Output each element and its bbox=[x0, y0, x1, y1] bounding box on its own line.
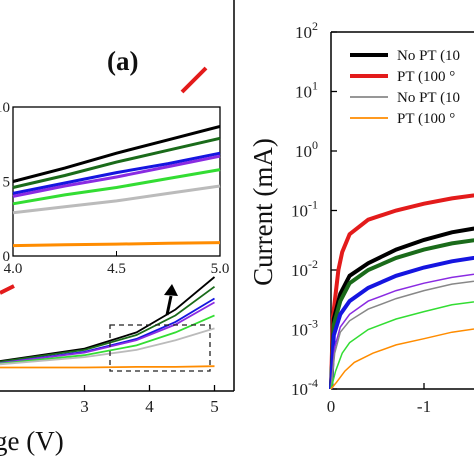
right-y-tick-label: 10-2 bbox=[291, 257, 318, 280]
left-plot: (a) 3 4 5 ge (V) bbox=[0, 0, 235, 456]
left-x-ticks: 3 4 5 bbox=[80, 385, 219, 416]
right-series-line bbox=[329, 255, 474, 390]
right-series-line bbox=[330, 301, 474, 390]
right-series-line bbox=[329, 193, 474, 390]
inset-series-line bbox=[12, 154, 221, 198]
right-series-line bbox=[330, 273, 474, 390]
left-series-group bbox=[0, 276, 216, 369]
right-series-group bbox=[329, 193, 474, 390]
right-x-tick-label: -1 bbox=[417, 397, 431, 416]
left-series-line bbox=[0, 285, 216, 363]
inset-y-tick-label: 5 bbox=[3, 175, 11, 191]
right-y-tick-label: 101 bbox=[295, 79, 318, 102]
inset-series-line bbox=[12, 151, 221, 195]
legend-label: PT (100 ° bbox=[397, 111, 455, 127]
right-plot: Current (mA) 102 101 100 10-1 10-2 10-3 10-4 0… bbox=[248, 19, 474, 416]
right-series-line bbox=[330, 280, 474, 390]
inset-x-tick-label: 4.5 bbox=[107, 261, 126, 277]
left-x-tick-label: 5 bbox=[210, 397, 219, 416]
zoom-arrow-head bbox=[164, 284, 178, 296]
right-y-tick-label: 10-3 bbox=[291, 317, 318, 340]
red-slash-left bbox=[0, 284, 15, 295]
legend-label: No PT (10 bbox=[397, 90, 460, 106]
red-slash-top bbox=[180, 66, 208, 94]
zoom-box bbox=[109, 324, 211, 372]
inset-series-line bbox=[12, 168, 221, 206]
left-series-line bbox=[0, 301, 215, 364]
inset-frame bbox=[12, 106, 221, 257]
inset-series-line bbox=[12, 124, 221, 183]
left-x-tick-label: 4 bbox=[145, 397, 154, 416]
legend: No PT (10 PT (100 ° No PT (10 PT (100 ° bbox=[350, 48, 460, 127]
inset-series-line bbox=[12, 184, 221, 215]
right-x-ticks: 0 -1 bbox=[327, 383, 431, 416]
left-series-line bbox=[0, 276, 216, 362]
right-y-axis-label: Current (mA) bbox=[248, 138, 278, 286]
inset-x-tick-label: 4.0 bbox=[4, 261, 23, 277]
right-series-line bbox=[329, 238, 474, 390]
legend-label: PT (100 ° bbox=[397, 69, 455, 85]
left-series-line bbox=[0, 314, 215, 365]
inset-ticks: 4.0 4.5 5.0 0 5 10 bbox=[0, 100, 229, 277]
left-series-line bbox=[0, 365, 215, 369]
legend-label: No PT (10 bbox=[397, 48, 460, 64]
right-y-tick-label: 10-1 bbox=[291, 198, 318, 221]
right-x-tick-label: 0 bbox=[327, 397, 336, 416]
right-y-tick-label: 102 bbox=[295, 19, 318, 42]
left-series-line bbox=[0, 327, 215, 366]
inset-series-line bbox=[12, 136, 221, 189]
inset-y-tick-label: 10 bbox=[0, 100, 10, 116]
left-x-axis-label: ge (V) bbox=[0, 426, 64, 456]
inset-series-line bbox=[12, 241, 221, 248]
panel-label: (a) bbox=[107, 46, 138, 76]
inset-x-tick-label: 5.0 bbox=[211, 261, 230, 277]
right-y-tick-label: 100 bbox=[295, 138, 318, 161]
right-y-tick-label: 10-4 bbox=[291, 376, 318, 399]
left-x-tick-label: 3 bbox=[80, 397, 89, 416]
right-series-line bbox=[330, 328, 474, 390]
right-y-ticks: 102 101 100 10-1 10-2 10-3 10-4 bbox=[291, 19, 337, 399]
inset-series-group bbox=[12, 124, 221, 248]
inset-y-tick-label: 0 bbox=[3, 249, 11, 265]
zoom-arrow-shaft bbox=[165, 295, 173, 316]
inset-plot: 4.0 4.5 5.0 0 5 10 bbox=[0, 100, 229, 277]
